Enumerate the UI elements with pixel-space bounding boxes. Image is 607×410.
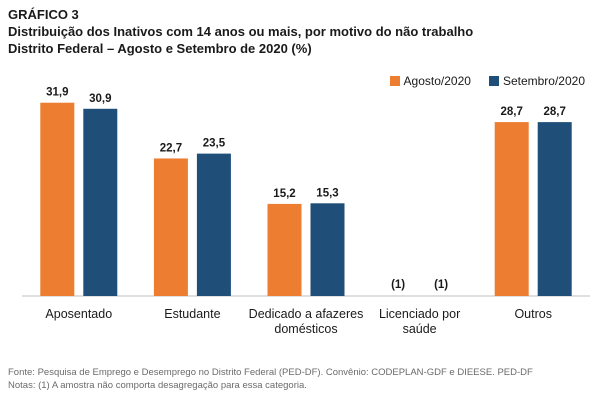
figure-label: GRÁFICO 3 [8, 7, 79, 22]
x-tick-label-2-0: Dedicado a afazeres [249, 307, 364, 321]
bar-agosto-2 [267, 203, 302, 296]
title-block: GRÁFICO 3 Distribuição dos Inativos com … [8, 7, 473, 57]
data-label-setembro-3: (1) [434, 279, 448, 291]
legend-item-setembro: Setembro/2020 [488, 74, 585, 88]
data-label-agosto-3: (1) [391, 279, 405, 291]
bar-setembro-4 [537, 122, 572, 297]
data-label-setembro-4: 28,7 [544, 106, 566, 118]
legend-swatch-agosto [389, 76, 400, 86]
data-label-agosto-2: 15,2 [273, 188, 295, 200]
bar-agosto-4 [494, 122, 529, 297]
notes: Notas: (1) A amostra não comporta desagr… [8, 380, 307, 391]
bar-setembro-1 [196, 153, 231, 296]
data-label-setembro-1: 23,5 [203, 138, 226, 150]
x-tick-label-4-0: Outros [514, 307, 552, 321]
footer: Fonte: Pesquisa de Emprego e Desemprego … [8, 366, 533, 392]
legend-item-agosto: Agosto/2020 [389, 74, 471, 88]
x-tick-label-3-0: Licenciado por [379, 307, 460, 321]
x-tick-label-2-1: domésticos [274, 322, 337, 336]
data-label-agosto-1: 22,7 [160, 142, 182, 154]
bar-setembro-2 [310, 203, 345, 296]
data-label-setembro-0: 30,9 [89, 93, 111, 105]
legend: Agosto/2020 Setembro/2020 [389, 74, 585, 88]
x-tick-label-3-1: saúde [403, 322, 437, 336]
bar-setembro-0 [83, 108, 118, 297]
data-label-setembro-2: 15,3 [316, 187, 338, 199]
legend-label-setembro: Setembro/2020 [502, 74, 585, 88]
bar-agosto-0 [40, 102, 75, 296]
legend-label-agosto: Agosto/2020 [403, 74, 471, 88]
data-label-agosto-4: 28,7 [501, 106, 523, 118]
x-tick-label-1-0: Estudante [164, 307, 220, 321]
chart-subtitle: Distrito Federal – Agosto e Setembro de … [8, 41, 312, 56]
bar-agosto-1 [153, 158, 188, 296]
data-label-agosto-0: 31,9 [46, 87, 68, 99]
legend-swatch-setembro [488, 76, 499, 86]
bar-chart: 31,9 30,9 Aposentado 22,7 23,5 Estudante 15,2 1… [22, 87, 590, 336]
source-note: Fonte: Pesquisa de Emprego e Desemprego … [8, 367, 533, 378]
chart-title: Distribuição dos Inativos com 14 anos ou… [8, 24, 474, 39]
x-tick-label-0-0: Aposentado [45, 307, 112, 321]
